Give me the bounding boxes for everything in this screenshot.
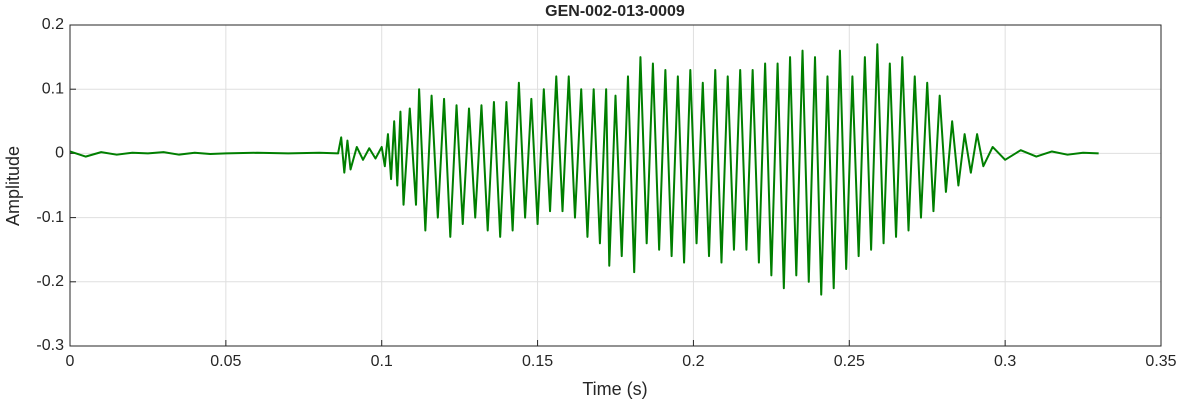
y-tick-label: -0.2 xyxy=(36,273,64,290)
x-tick-label: 0 xyxy=(66,353,75,370)
y-tick-label: -0.1 xyxy=(36,209,64,226)
x-tick-label: 0.1 xyxy=(371,353,393,370)
x-tick-label: 0.25 xyxy=(834,353,865,370)
y-tick-label: -0.3 xyxy=(36,337,64,354)
y-axis-label: Amplitude xyxy=(3,146,23,226)
chart-title: GEN-002-013-0009 xyxy=(545,3,685,20)
waveform xyxy=(69,43,1099,296)
y-tick-label: 0.2 xyxy=(42,16,64,33)
x-tick-label: 0.2 xyxy=(682,353,704,370)
x-axis-label: Time (s) xyxy=(582,379,647,399)
x-tick-label: 0.3 xyxy=(994,353,1016,370)
x-tick-label: 0.35 xyxy=(1145,353,1176,370)
y-tick-label: 0.1 xyxy=(42,80,64,97)
y-tick-label: 0 xyxy=(55,145,64,162)
axes-box xyxy=(69,24,1162,347)
x-tick-label: 0.15 xyxy=(522,353,553,370)
x-tick-label: 0.05 xyxy=(210,353,241,370)
